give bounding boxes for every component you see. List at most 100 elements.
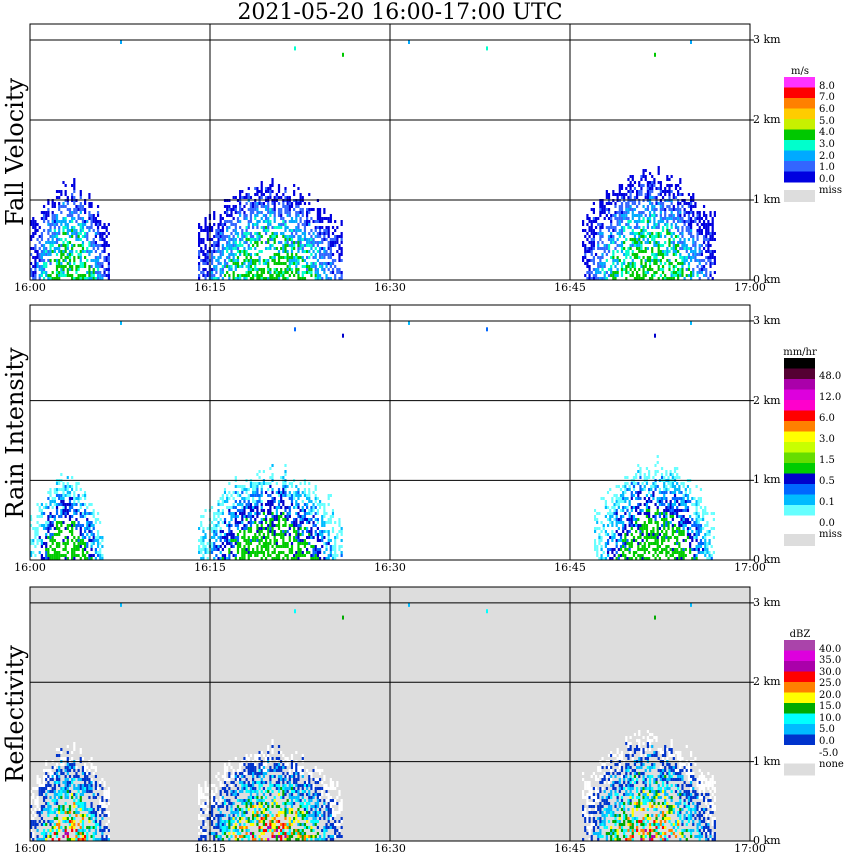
echo-pixel: [619, 518, 623, 521]
echo-pixel: [282, 232, 285, 235]
echo-pixel: [293, 241, 296, 244]
echo-pixel: [103, 250, 106, 253]
echo-pixel: [81, 235, 85, 238]
echo-pixel: [331, 548, 335, 551]
echo-pixel: [286, 542, 289, 545]
echo-pixel: [243, 211, 246, 214]
echo-pixel: [619, 539, 623, 542]
echo-pixel: [64, 545, 67, 548]
echo-pixel: [709, 238, 712, 241]
echo-pixel: [226, 536, 229, 539]
echo-pixel: [239, 545, 242, 548]
echo-pixel: [96, 232, 100, 235]
echo-pixel: [45, 271, 48, 274]
echo-pixel: [597, 244, 600, 247]
echo-pixel: [678, 497, 681, 500]
echo-pixel: [40, 524, 43, 527]
echo-pixel: [40, 515, 43, 518]
echo-pixel: [329, 515, 332, 518]
echo-pixel: [99, 274, 102, 277]
echo-pixel: [625, 205, 628, 208]
echo-pixel: [226, 491, 229, 494]
echo-pixel: [81, 229, 85, 232]
echo-pixel: [30, 542, 33, 545]
echo-pixel: [611, 539, 614, 542]
echo-pixel: [691, 482, 694, 485]
echo-pixel: [301, 482, 304, 485]
echo-pixel: [648, 265, 652, 268]
echo-pixel: [38, 274, 41, 277]
echo-pixel: [620, 208, 624, 211]
echo-pixel: [597, 217, 600, 220]
echo-pixel: [55, 524, 59, 527]
echo-pixel: [254, 232, 257, 235]
echo-pixel: [588, 217, 591, 220]
echo-pixel: [297, 488, 300, 491]
echo-pixel: [68, 253, 72, 256]
echo-pixel: [66, 539, 69, 542]
echo-pixel: [200, 497, 203, 500]
echo-pixel: [66, 241, 69, 244]
echo-pixel: [42, 512, 46, 515]
echo-pixel: [656, 527, 659, 530]
echo-pixel: [685, 250, 688, 253]
echo-pixel: [206, 557, 209, 560]
echo-pixel: [90, 217, 93, 220]
echo-pixel: [215, 259, 218, 262]
echo-pixel: [232, 503, 235, 506]
echo-pixel: [630, 527, 633, 530]
echo-pixel: [90, 202, 93, 205]
echo-pixel: [710, 512, 713, 515]
echo-pixel: [84, 548, 87, 551]
echo-pixel: [603, 247, 606, 250]
echo-pixel: [247, 539, 250, 542]
echo-pixel: [620, 214, 624, 217]
echo-pixel: [217, 277, 220, 280]
echo-pixel: [612, 271, 615, 274]
echo-pixel: [230, 542, 233, 545]
echo-pixel: [677, 193, 680, 196]
echo-pixel: [277, 476, 281, 479]
echo-pixel: [236, 235, 240, 238]
echo-pixel: [706, 542, 709, 545]
echo-pixel: [219, 539, 222, 542]
echo-pixel: [280, 226, 283, 229]
echo-pixel: [338, 244, 341, 247]
echo-pixel: [685, 220, 688, 223]
echo-pixel: [584, 247, 587, 250]
echo-pixel: [654, 482, 657, 485]
echo-pixel: [247, 527, 250, 530]
echo-pixel: [258, 512, 261, 515]
echo-pixel: [280, 467, 283, 470]
echo-pixel: [79, 208, 82, 211]
echo-pixel: [71, 196, 74, 199]
echo-pixel: [668, 265, 671, 268]
echo-pixel: [280, 262, 283, 265]
echo-pixel: [597, 241, 600, 244]
echo-pixel: [262, 551, 265, 554]
echo-pixel: [99, 554, 102, 557]
echo-pixel: [247, 494, 250, 497]
echo-pixel: [42, 524, 46, 527]
echo-pixel: [290, 259, 294, 262]
echo-pixel: [638, 250, 641, 253]
echo-pixel: [689, 533, 692, 536]
echo-pixel: [604, 545, 607, 548]
echo-pixel: [642, 250, 645, 253]
echo-pixel: [331, 515, 335, 518]
echo-pixel: [301, 256, 304, 259]
echo-pixel: [613, 500, 616, 503]
echo-pixel: [636, 247, 639, 250]
echo-pixel: [301, 554, 304, 557]
echo-pixel: [643, 536, 646, 539]
echo-pixel: [705, 232, 708, 235]
echo-pixel: [306, 521, 309, 524]
echo-pixel: [704, 524, 707, 527]
echo-pixel: [668, 193, 671, 196]
echo-pixel: [204, 259, 207, 262]
echo-pixel: [676, 512, 679, 515]
echo-pixel: [64, 506, 67, 509]
echo-pixel: [236, 536, 240, 539]
echo-pixel: [653, 220, 656, 223]
echo-pixel: [617, 518, 620, 521]
